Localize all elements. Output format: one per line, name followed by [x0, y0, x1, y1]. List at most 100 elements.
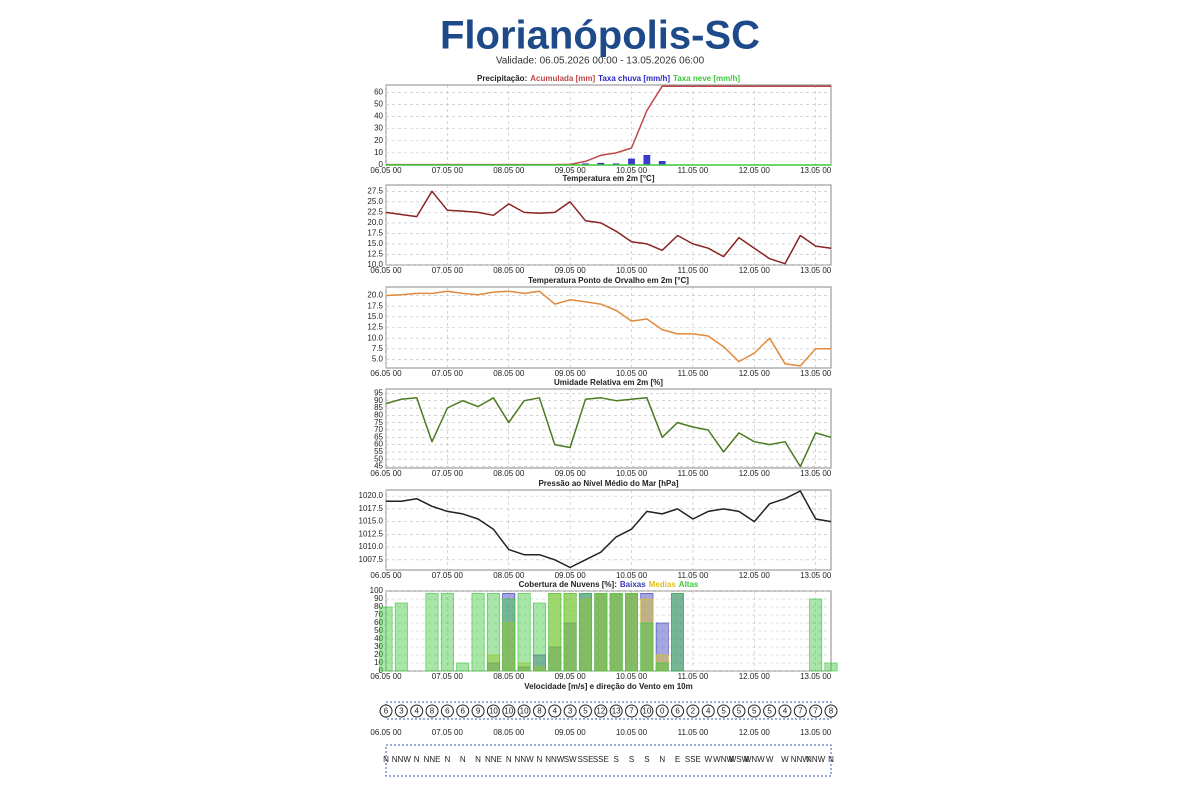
x-tick-label: 09.05 00: [555, 266, 587, 275]
wind-speed-label: 10: [520, 707, 529, 716]
wind-speed-label: 8: [430, 707, 435, 716]
plot-area: [385, 84, 832, 166]
wind-speed-circle: [655, 704, 669, 718]
x-tick-label: 07.05 00: [432, 266, 464, 275]
wind-speed-circle: [686, 704, 700, 718]
y-tick-label: 80: [374, 410, 383, 419]
x-tick-label: 11.05 00: [678, 469, 709, 478]
y-tick-label: 85: [374, 403, 383, 412]
x-tick-label: 08.05 00: [493, 469, 525, 478]
panel-title-text: Pressão ao Nível Médio do Mar [hPa]: [538, 479, 678, 488]
wind-direction-label: W: [766, 755, 774, 764]
x-tick-label: 06.05 00: [370, 672, 402, 681]
wind-speed-label: 10: [489, 707, 498, 716]
x-tick-label: 09.05 00: [555, 571, 587, 580]
wind-speed-circle: [532, 704, 546, 718]
wind-speed-circle: [824, 704, 838, 718]
plot-area: [385, 184, 832, 266]
y-tick-label: 10.0: [367, 260, 383, 269]
x-tick-label: 12.05 00: [739, 266, 771, 275]
title-backdrop: [440, 10, 760, 56]
x-tick-label: 06.05 00: [370, 728, 402, 737]
wind-speed-circle: [548, 704, 562, 718]
bar: [594, 593, 608, 672]
x-tick-label: 07.05 00: [432, 166, 464, 175]
wind-direction-label: S: [644, 755, 649, 764]
bar: [456, 662, 470, 672]
x-tick-label: 07.05 00: [432, 369, 464, 378]
x-tick-label: 08.05 00: [493, 369, 525, 378]
x-tick-label: 08.05 00: [493, 728, 525, 737]
wind-direction-label: NNW: [515, 755, 535, 764]
wind-speed-label: 3: [399, 707, 404, 716]
wind-direction-label: NNW: [545, 755, 565, 764]
x-tick-label: 08.05 00: [493, 166, 525, 175]
y-tick-label: 1015.0: [359, 517, 384, 526]
x-tick-label: 07.05 00: [432, 728, 464, 737]
y-tick-label: 20.0: [367, 218, 383, 227]
wind-direction-label: WNW: [744, 755, 765, 764]
x-tick-label: 13.05 00: [800, 672, 832, 681]
y-tick-label: 25.0: [367, 197, 383, 206]
wind-direction-label: NNE: [424, 755, 441, 764]
y-tick-label: 70: [374, 610, 383, 619]
y-tick-label: 22.5: [367, 207, 383, 216]
bar: [563, 593, 577, 672]
bar: [625, 593, 638, 672]
x-tick-label: 10.05 00: [616, 166, 648, 175]
bar: [643, 155, 651, 166]
y-tick-label: 0: [379, 160, 384, 169]
wind-speed-label: 4: [783, 707, 788, 716]
x-tick-label: 09.05 00: [555, 369, 587, 378]
y-tick-label: 15.0: [367, 312, 383, 321]
legend-entry: Taxa chuva [mm/h]: [598, 74, 670, 83]
x-tick-label: 11.05 00: [678, 369, 709, 378]
panel-title: Cobertura de Nuvens [%]: Baixas Medias Alta…: [519, 580, 699, 589]
x-tick-label: 08.05 00: [493, 571, 525, 580]
bar: [809, 598, 823, 672]
x-tick-label: 09.05 00: [555, 672, 587, 681]
x-tick-label: 07.05 00: [432, 469, 464, 478]
panel-title: Precipitação: Acumulada [mm] Taxa chuva [m…: [477, 74, 740, 83]
panel-title-text: Temperatura em 2m [°C]: [563, 174, 655, 183]
wind-direction-label: NNW: [806, 755, 826, 764]
wind-speed-label: 12: [596, 707, 605, 716]
x-tick-label: 11.05 00: [678, 166, 709, 175]
wind-speed-label: 7: [813, 707, 818, 716]
wind-direction-label: WNW: [713, 755, 734, 764]
x-tick-label: 06.05 00: [370, 469, 402, 478]
wind-speed-circle: [671, 704, 685, 718]
wind-speed-circle: [763, 704, 777, 718]
wind-direction-label: S: [614, 755, 619, 764]
wind-speed-label: 10: [504, 707, 513, 716]
wind-direction-label: SW: [564, 755, 577, 764]
x-tick-label: 13.05 00: [800, 369, 832, 378]
wind-direction-label: N: [506, 755, 512, 764]
wind-direction-label: N: [828, 755, 834, 764]
wind-speed-circle: [563, 704, 577, 718]
bar: [533, 602, 546, 672]
legend-entry: Baixas: [620, 580, 646, 589]
line-series: [385, 290, 831, 367]
y-tick-label: 50: [374, 100, 383, 109]
wind-direction-label: N: [475, 755, 481, 764]
y-tick-label: 75: [374, 418, 383, 427]
x-tick-label: 07.05 00: [432, 571, 464, 580]
bar: [486, 593, 500, 672]
wind-direction-label: N: [537, 755, 543, 764]
wind-speed-circle: [517, 704, 531, 718]
panel-title: Temperatura em 2m [°C]: [563, 174, 655, 183]
y-tick-label: 1012.5: [359, 529, 384, 538]
y-tick-label: 30: [374, 642, 383, 651]
wind-direction-label: E: [675, 755, 680, 764]
bar: [640, 622, 654, 672]
wind-speed-label: 7: [798, 707, 803, 716]
y-tick-label: 90: [374, 396, 383, 405]
wind-speed-circle: [471, 704, 485, 718]
x-tick-label: 10.05 00: [616, 469, 648, 478]
y-tick-label: 100: [370, 586, 384, 595]
page-title: Florianópolis-SC: [440, 14, 760, 58]
wind-direction-label: S: [629, 755, 634, 764]
plot-area: [385, 489, 832, 571]
wind-speed-label: 5: [721, 707, 726, 716]
